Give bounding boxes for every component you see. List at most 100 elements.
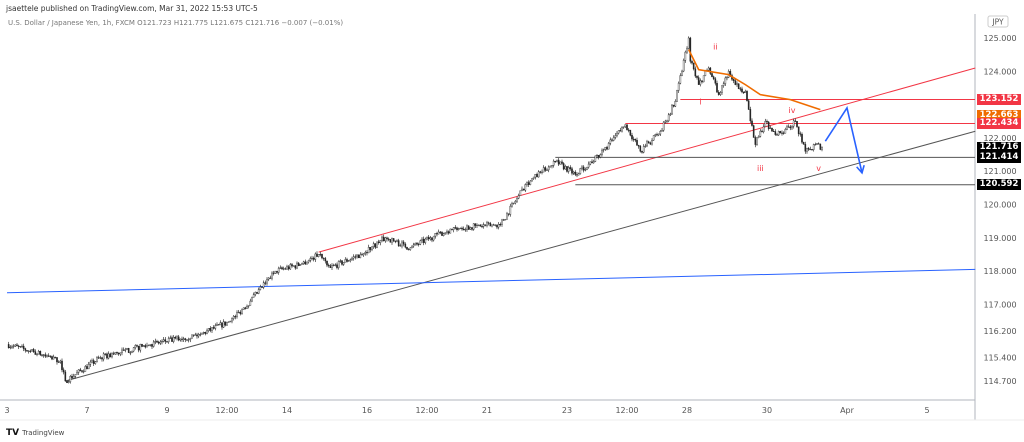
candle-body bbox=[809, 149, 812, 151]
candle-body bbox=[411, 245, 413, 248]
candle-body bbox=[551, 165, 553, 167]
candle-body bbox=[241, 309, 243, 314]
candle-body bbox=[24, 348, 27, 351]
candle-body bbox=[752, 125, 755, 138]
candle-body bbox=[7, 344, 10, 349]
candle-body bbox=[781, 132, 783, 134]
candle-body bbox=[367, 247, 370, 254]
candle-body bbox=[804, 144, 807, 152]
candle-body bbox=[26, 350, 28, 352]
candle-body bbox=[316, 253, 318, 257]
candle-body bbox=[422, 238, 425, 243]
candle-body bbox=[174, 337, 177, 339]
tradingview-logo[interactable]: TV TradingView bbox=[6, 428, 64, 438]
candle-body bbox=[437, 231, 440, 235]
candle-body bbox=[29, 350, 32, 352]
x-tick-label: 30 bbox=[762, 406, 772, 415]
candle-body bbox=[379, 240, 382, 244]
candle-body bbox=[631, 135, 633, 140]
candle-body bbox=[632, 138, 635, 140]
candle-body bbox=[486, 222, 488, 226]
candle-body bbox=[739, 88, 742, 90]
candle-body bbox=[164, 339, 167, 342]
candle-body bbox=[774, 131, 777, 135]
candle-body bbox=[274, 270, 277, 274]
candle-body bbox=[207, 328, 210, 331]
candle-body bbox=[369, 247, 372, 250]
candle-body bbox=[547, 166, 550, 171]
candle-body bbox=[477, 224, 480, 226]
candle-body bbox=[539, 171, 542, 173]
candle-body bbox=[514, 200, 517, 204]
candle-body bbox=[332, 265, 335, 267]
candle-body bbox=[657, 133, 660, 136]
candle-body bbox=[716, 82, 718, 93]
candle-body bbox=[556, 159, 558, 162]
candle-body bbox=[414, 242, 417, 246]
candle-body bbox=[527, 182, 530, 185]
candle-body bbox=[712, 76, 715, 80]
candle-body bbox=[436, 233, 438, 235]
candle-body bbox=[634, 138, 637, 141]
candle-body bbox=[232, 316, 235, 319]
candle-body bbox=[177, 336, 180, 341]
candle-body bbox=[771, 127, 773, 132]
candle-body bbox=[296, 262, 298, 269]
candle-body bbox=[267, 277, 270, 280]
candle-body bbox=[341, 260, 343, 265]
candle-body bbox=[672, 104, 675, 107]
candle-body bbox=[504, 219, 507, 221]
candle-body bbox=[176, 336, 178, 339]
candle-body bbox=[677, 82, 680, 91]
candle-body bbox=[159, 341, 162, 344]
candle-body bbox=[279, 267, 282, 269]
candle-body bbox=[519, 190, 522, 196]
candle-body bbox=[409, 247, 412, 250]
candle-body bbox=[191, 334, 193, 339]
candle-body bbox=[359, 254, 362, 259]
candle-body bbox=[471, 227, 473, 230]
candle-body bbox=[544, 167, 547, 171]
candle-body bbox=[371, 246, 373, 250]
candle-body bbox=[331, 265, 333, 268]
candle-body bbox=[456, 227, 458, 230]
y-tick-label: 122.000 bbox=[983, 134, 1016, 143]
candle-body bbox=[797, 126, 800, 134]
candle-body bbox=[11, 346, 13, 348]
candle-body bbox=[196, 334, 198, 337]
candle-body bbox=[299, 264, 302, 266]
candle-body bbox=[717, 92, 720, 95]
candle-body bbox=[349, 259, 352, 261]
candle-body bbox=[384, 237, 387, 242]
candle-body bbox=[647, 141, 650, 144]
candle-body bbox=[257, 289, 260, 294]
candle-body bbox=[76, 372, 78, 375]
candle-body bbox=[612, 137, 615, 141]
candle-body bbox=[461, 227, 463, 230]
candle-body bbox=[419, 240, 422, 245]
candle-body bbox=[249, 300, 252, 306]
candle-body bbox=[799, 133, 802, 135]
projection-arrowhead-icon bbox=[856, 164, 865, 175]
candle-body bbox=[462, 228, 465, 231]
y-tick-label: 118.000 bbox=[983, 267, 1016, 276]
candle-body bbox=[614, 135, 617, 138]
candle-body bbox=[311, 257, 313, 259]
candle-body bbox=[609, 139, 612, 144]
candle-body bbox=[692, 62, 695, 70]
candle-body bbox=[787, 126, 790, 128]
candle-body bbox=[319, 254, 322, 256]
candle-body bbox=[52, 356, 55, 360]
candle-body bbox=[744, 91, 747, 94]
candle-body bbox=[281, 267, 283, 270]
candle-body bbox=[694, 68, 697, 77]
candle-body bbox=[686, 48, 688, 53]
candle-body bbox=[354, 256, 357, 258]
candle-body bbox=[144, 345, 147, 348]
candle-body bbox=[109, 353, 112, 358]
x-tick-label: 21 bbox=[482, 406, 492, 415]
candle-body bbox=[304, 261, 307, 265]
wave-label: iii bbox=[757, 164, 764, 173]
x-tick-label: 7 bbox=[84, 406, 89, 415]
